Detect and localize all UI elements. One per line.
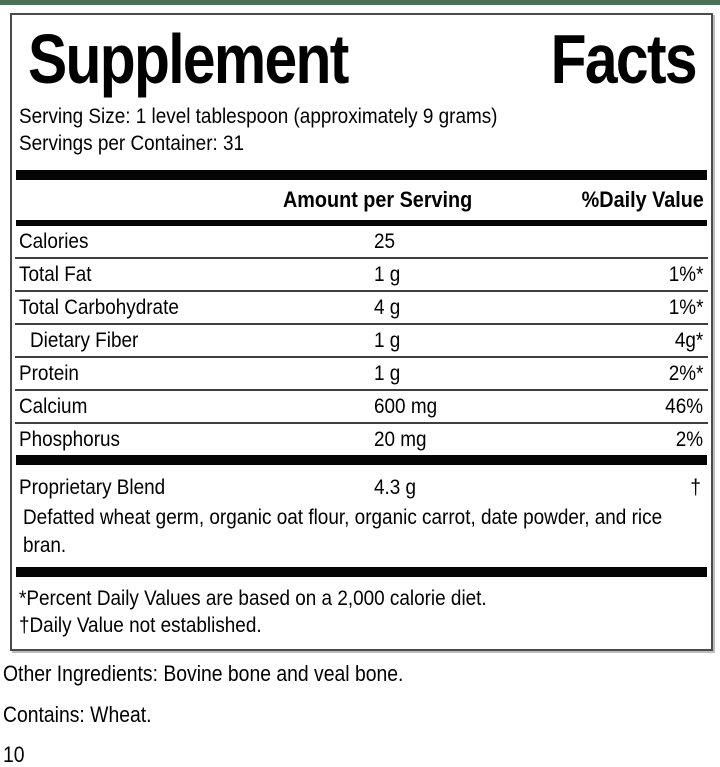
- blend-description: Defatted wheat germ, organic oat flour, …: [23, 505, 663, 557]
- blend-dv-dagger: †: [690, 475, 701, 499]
- nutrient-dv: 2%*: [668, 361, 703, 385]
- nutrient-name: Calcium: [19, 394, 88, 418]
- nutrient-row-dietary-fiber: Dietary Fiber 1 g 4g*: [15, 325, 708, 358]
- footnote-dagger: †Daily Value not established.: [19, 613, 262, 637]
- thick-divider-top: [16, 170, 707, 180]
- nutrient-row-phosphorus: Phosphorus 20 mg 2%: [15, 424, 708, 455]
- below-panel-text: Other Ingredients: Bovine bone and veal …: [3, 660, 720, 767]
- column-header-daily-value: %Daily Value: [581, 187, 704, 212]
- contains-statement: Contains: Wheat.: [3, 702, 152, 727]
- nutrient-amount: 1 g: [374, 328, 401, 352]
- nutrient-name: Calories: [19, 229, 89, 253]
- nutrient-row-calories: Calories 25: [15, 226, 708, 259]
- header-rule: [16, 220, 707, 226]
- nutrient-dv: 1%*: [668, 262, 703, 286]
- nutrient-row-total-fat: Total Fat 1 g 1%*: [15, 259, 708, 292]
- column-header-row: Amount per Serving %Daily Value: [15, 180, 708, 220]
- footnote-percent-dv: *Percent Daily Values are based on a 2,0…: [19, 586, 487, 610]
- nutrient-dv: 2%: [675, 427, 703, 451]
- nutrient-amount: 1 g: [374, 361, 401, 385]
- other-ingredients-line: Other Ingredients: Bovine bone and veal …: [3, 661, 404, 686]
- green-accent-bar: [0, 0, 720, 5]
- nutrient-dv: 4g*: [674, 328, 703, 352]
- nutrient-name: Dietary Fiber: [30, 328, 139, 352]
- thick-divider-middle: [16, 455, 707, 465]
- column-header-amount: Amount per Serving: [283, 187, 473, 212]
- nutrient-amount: 1 g: [374, 262, 401, 286]
- nutrient-name: Total Fat: [19, 262, 92, 286]
- blend-amount: 4.3 g: [374, 475, 417, 499]
- nutrient-amount: 25: [374, 229, 396, 253]
- nutrient-row-calcium: Calcium 600 mg 46%: [15, 391, 708, 424]
- serving-size-line: Serving Size: 1 level tablespoon (approx…: [19, 104, 498, 128]
- footnotes: *Percent Daily Values are based on a 2,0…: [15, 577, 708, 649]
- nutrient-name: Phosphorus: [19, 427, 120, 451]
- nutrient-row-protein: Protein 1 g 2%*: [15, 358, 708, 391]
- supplement-facts-panel: Supplement Facts Serving Size: 1 level t…: [10, 13, 713, 651]
- proprietary-blend-row: Proprietary Blend 4.3 g †: [15, 465, 708, 501]
- blend-name: Proprietary Blend: [19, 475, 166, 499]
- nutrient-row-total-carbohydrate: Total Carbohydrate 4 g 1%*: [15, 292, 708, 325]
- nutrient-amount: 4 g: [374, 295, 401, 319]
- nutrient-dv: 46%: [665, 394, 703, 418]
- thick-divider-bottom: [16, 567, 707, 577]
- panel-title: Supplement Facts: [15, 15, 708, 95]
- title-word-supplement: Supplement: [28, 20, 349, 98]
- nutrient-table: Calories 25 Total Fat 1 g 1%* Total Carb…: [15, 226, 708, 455]
- servings-per-container-line: Servings per Container: 31: [19, 131, 245, 155]
- title-word-facts: Facts: [550, 20, 698, 98]
- nutrient-dv: 1%*: [668, 295, 703, 319]
- nutrient-name: Protein: [19, 361, 79, 385]
- serving-info: Serving Size: 1 level tablespoon (approx…: [15, 95, 708, 157]
- nutrient-amount: 20 mg: [374, 427, 427, 451]
- nutrient-amount: 600 mg: [374, 394, 438, 418]
- page-number: 10: [3, 742, 25, 767]
- nutrient-name: Total Carbohydrate: [19, 295, 179, 319]
